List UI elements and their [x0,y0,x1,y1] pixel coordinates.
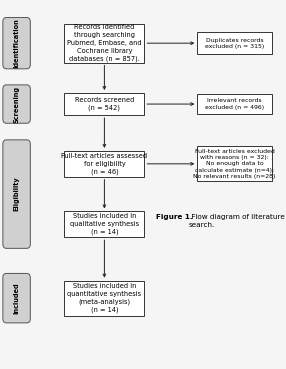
FancyBboxPatch shape [3,273,30,323]
FancyBboxPatch shape [197,32,272,54]
Text: Duplicates records
excluded (n = 315): Duplicates records excluded (n = 315) [205,38,264,49]
FancyBboxPatch shape [64,151,144,177]
FancyBboxPatch shape [197,94,272,114]
Text: Included: Included [14,282,19,314]
Text: Studies included in
quantitative synthesis
(meta-analysis)
(n = 14): Studies included in quantitative synthes… [67,283,142,313]
Text: Identification: Identification [14,18,19,68]
Text: Figure 1.: Figure 1. [156,214,192,220]
Text: Eligibility: Eligibility [14,177,19,211]
Text: Full-text articles excluded
with reasons (n = 32):
No enough data to
calculate e: Full-text articles excluded with reasons… [193,149,276,179]
FancyBboxPatch shape [64,280,144,315]
FancyBboxPatch shape [3,85,30,123]
FancyBboxPatch shape [64,211,144,237]
FancyBboxPatch shape [64,24,144,62]
FancyBboxPatch shape [3,140,30,248]
Text: Records identified
through searching
Pubmed, Embase, and
Cochrane library
databa: Records identified through searching Pub… [67,24,142,62]
FancyBboxPatch shape [3,17,30,69]
Text: Screening: Screening [14,86,19,123]
Text: Irrelevant records
excluded (n = 496): Irrelevant records excluded (n = 496) [205,99,264,110]
FancyBboxPatch shape [197,146,272,181]
FancyBboxPatch shape [64,93,144,115]
Text: Studies included in
qualitative synthesis
(n = 14): Studies included in qualitative synthesi… [70,213,139,235]
Text: Records screened
(n = 542): Records screened (n = 542) [75,97,134,111]
Text: Flow diagram of literature
search.: Flow diagram of literature search. [189,214,285,228]
Text: Full-text articles assessed
for eligibility
(n = 46): Full-text articles assessed for eligibil… [61,153,148,175]
